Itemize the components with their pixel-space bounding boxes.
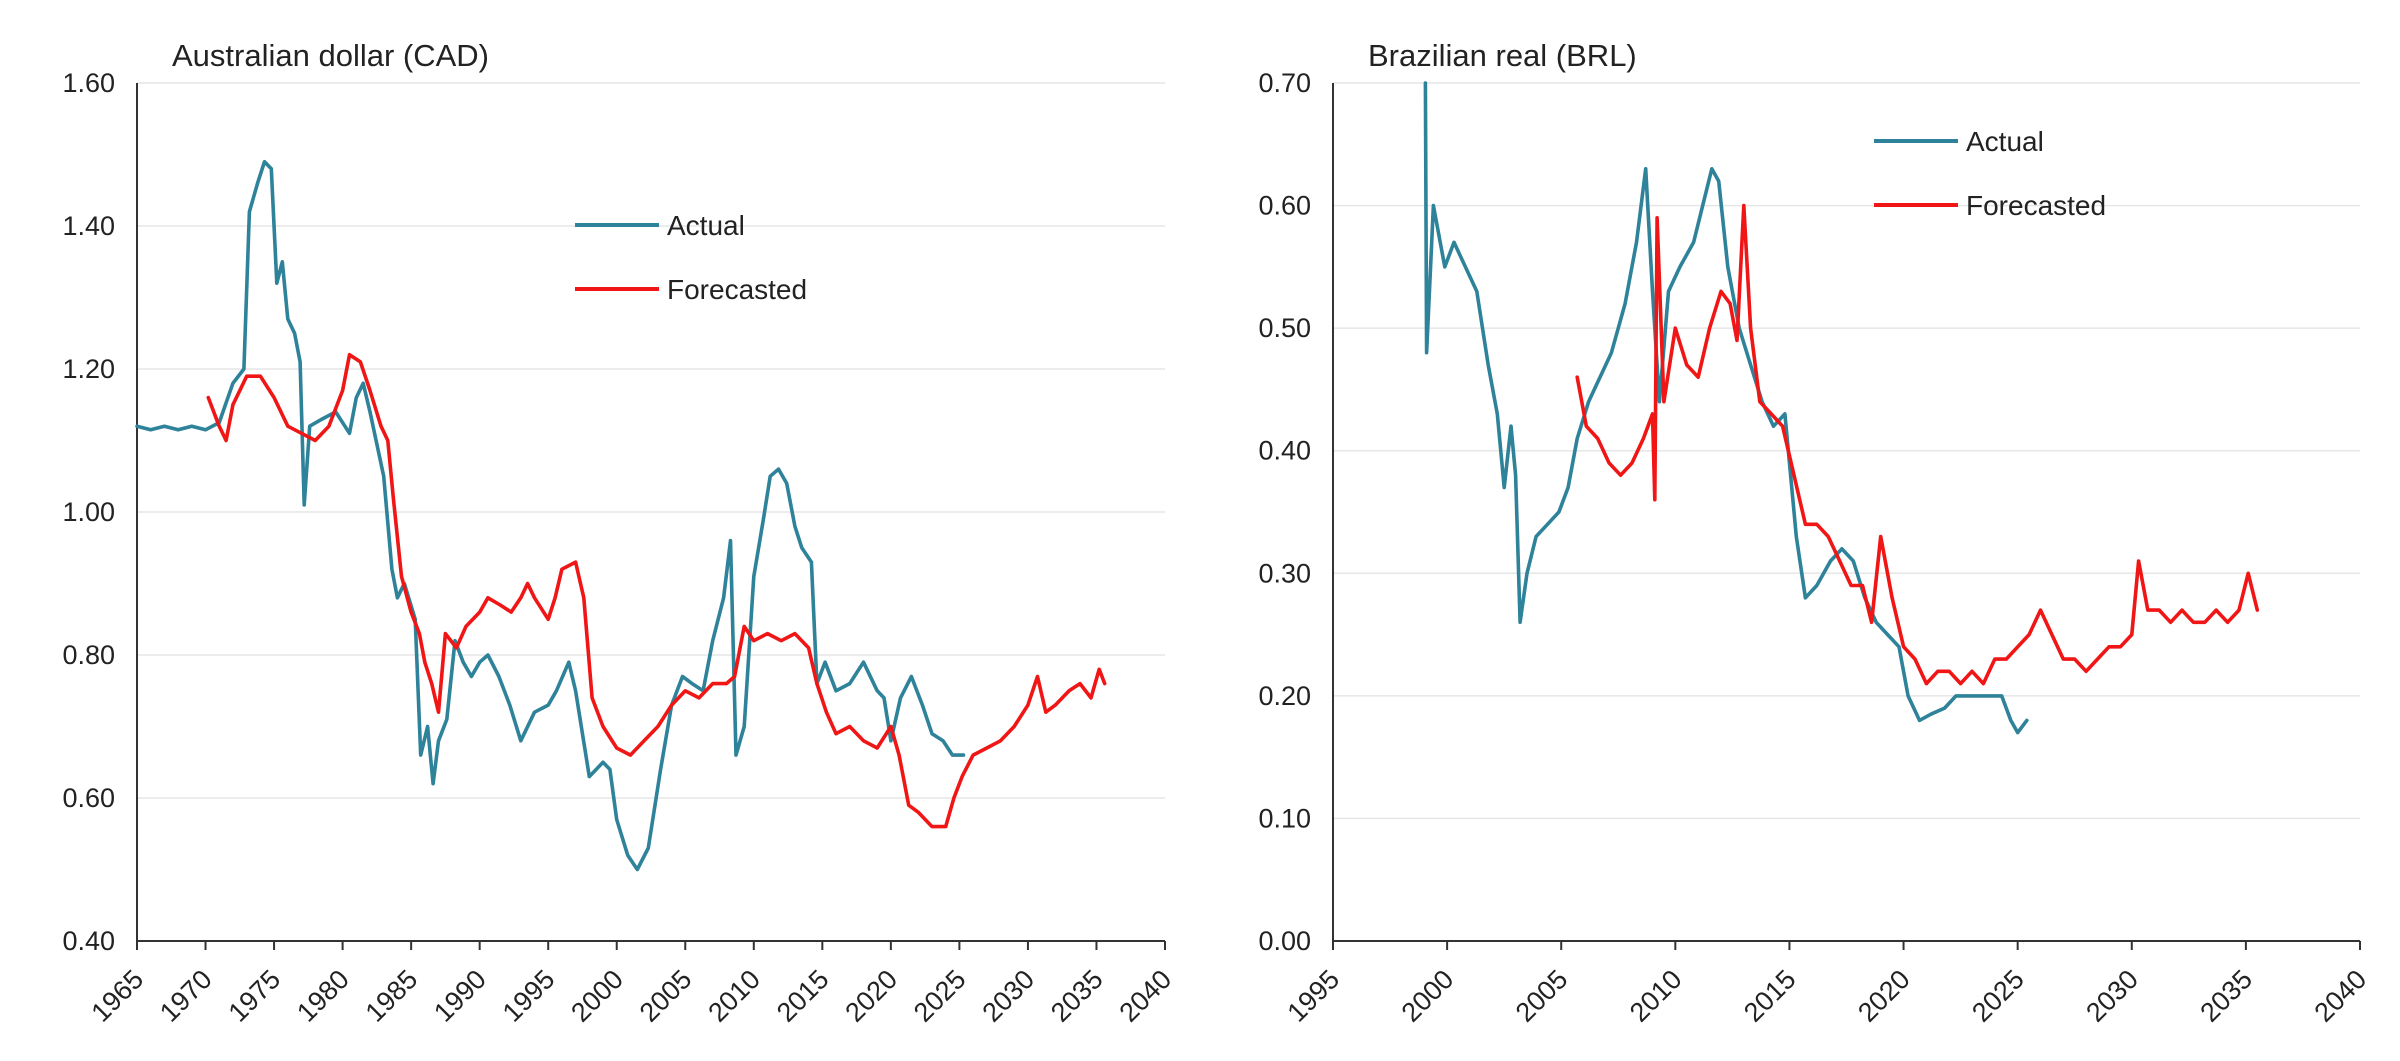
x-tick-label: 2000 [565, 964, 629, 1028]
y-tick-label: 0.00 [1258, 926, 1311, 956]
x-tick-label: 2030 [976, 964, 1040, 1028]
x-tick-label: 2040 [2309, 964, 2373, 1028]
x-tick-label: 1995 [1282, 964, 1346, 1028]
series-line-actual [1423, 81, 2029, 735]
legend-label-actual: Actual [1966, 126, 2044, 157]
y-tick-label: 1.60 [62, 68, 115, 98]
x-tick-label: 2015 [1738, 964, 1802, 1028]
legend-label-forecasted: Forecasted [1966, 190, 2106, 221]
x-tick-label: 2020 [1852, 964, 1916, 1028]
x-tick-label: 2020 [839, 964, 903, 1028]
x-tick-label: 2010 [702, 964, 766, 1028]
x-tick-label: 1970 [154, 964, 218, 1028]
y-tick-label: 0.40 [62, 926, 115, 956]
series-line-forecasted [206, 352, 1107, 829]
y-tick-label: 0.20 [1258, 681, 1311, 711]
x-tick-label: 2015 [771, 964, 835, 1028]
chart-title: Australian dollar (CAD) [172, 38, 489, 73]
chart-title: Brazilian real (BRL) [1368, 38, 1637, 73]
x-tick-label: 2010 [1624, 964, 1688, 1028]
y-tick-label: 0.70 [1258, 68, 1311, 98]
x-tick-label: 2030 [2080, 964, 2144, 1028]
y-tick-label: 0.80 [62, 640, 115, 670]
y-tick-label: 1.00 [62, 497, 115, 527]
x-tick-label: 2035 [2194, 964, 2258, 1028]
x-tick-label: 2040 [1114, 964, 1178, 1028]
y-tick-label: 1.20 [62, 354, 115, 384]
y-tick-label: 1.40 [62, 211, 115, 241]
series-line-forecasted [1575, 203, 2260, 686]
x-tick-label: 2005 [634, 964, 698, 1028]
chart-panel-2: 0.00 0.10 0.20 0.30 0.40 0.50 0.60 0.70 1995 2000… [1258, 38, 2372, 1028]
y-tick-label: 0.30 [1258, 558, 1311, 588]
x-tick-label: 2000 [1396, 964, 1460, 1028]
x-tick-label: 1990 [428, 964, 492, 1028]
y-tick-label: 0.10 [1258, 803, 1311, 833]
chart-panel-1: 0.40 0.60 0.80 1.00 1.20 1.40 1.60 1965 1970 1975… [62, 38, 1177, 1028]
x-tick-label: 1995 [497, 964, 561, 1028]
x-tick-label: 1980 [291, 964, 355, 1028]
series-line-actual [135, 159, 966, 872]
legend-label-actual: Actual [667, 210, 745, 241]
y-tick-label: 0.60 [62, 783, 115, 813]
x-tick-label: 2025 [1966, 964, 2030, 1028]
y-tick-label: 0.50 [1258, 313, 1311, 343]
x-tick-label: 2005 [1510, 964, 1574, 1028]
y-tick-label: 0.40 [1258, 436, 1311, 466]
legend-label-forecasted: Forecasted [667, 274, 807, 305]
x-tick-label: 2025 [908, 964, 972, 1028]
x-tick-label: 1985 [360, 964, 424, 1028]
y-tick-label: 0.60 [1258, 191, 1311, 221]
x-tick-label: 1975 [223, 964, 287, 1028]
x-tick-label: 1965 [86, 964, 150, 1028]
x-tick-label: 2035 [1045, 964, 1109, 1028]
